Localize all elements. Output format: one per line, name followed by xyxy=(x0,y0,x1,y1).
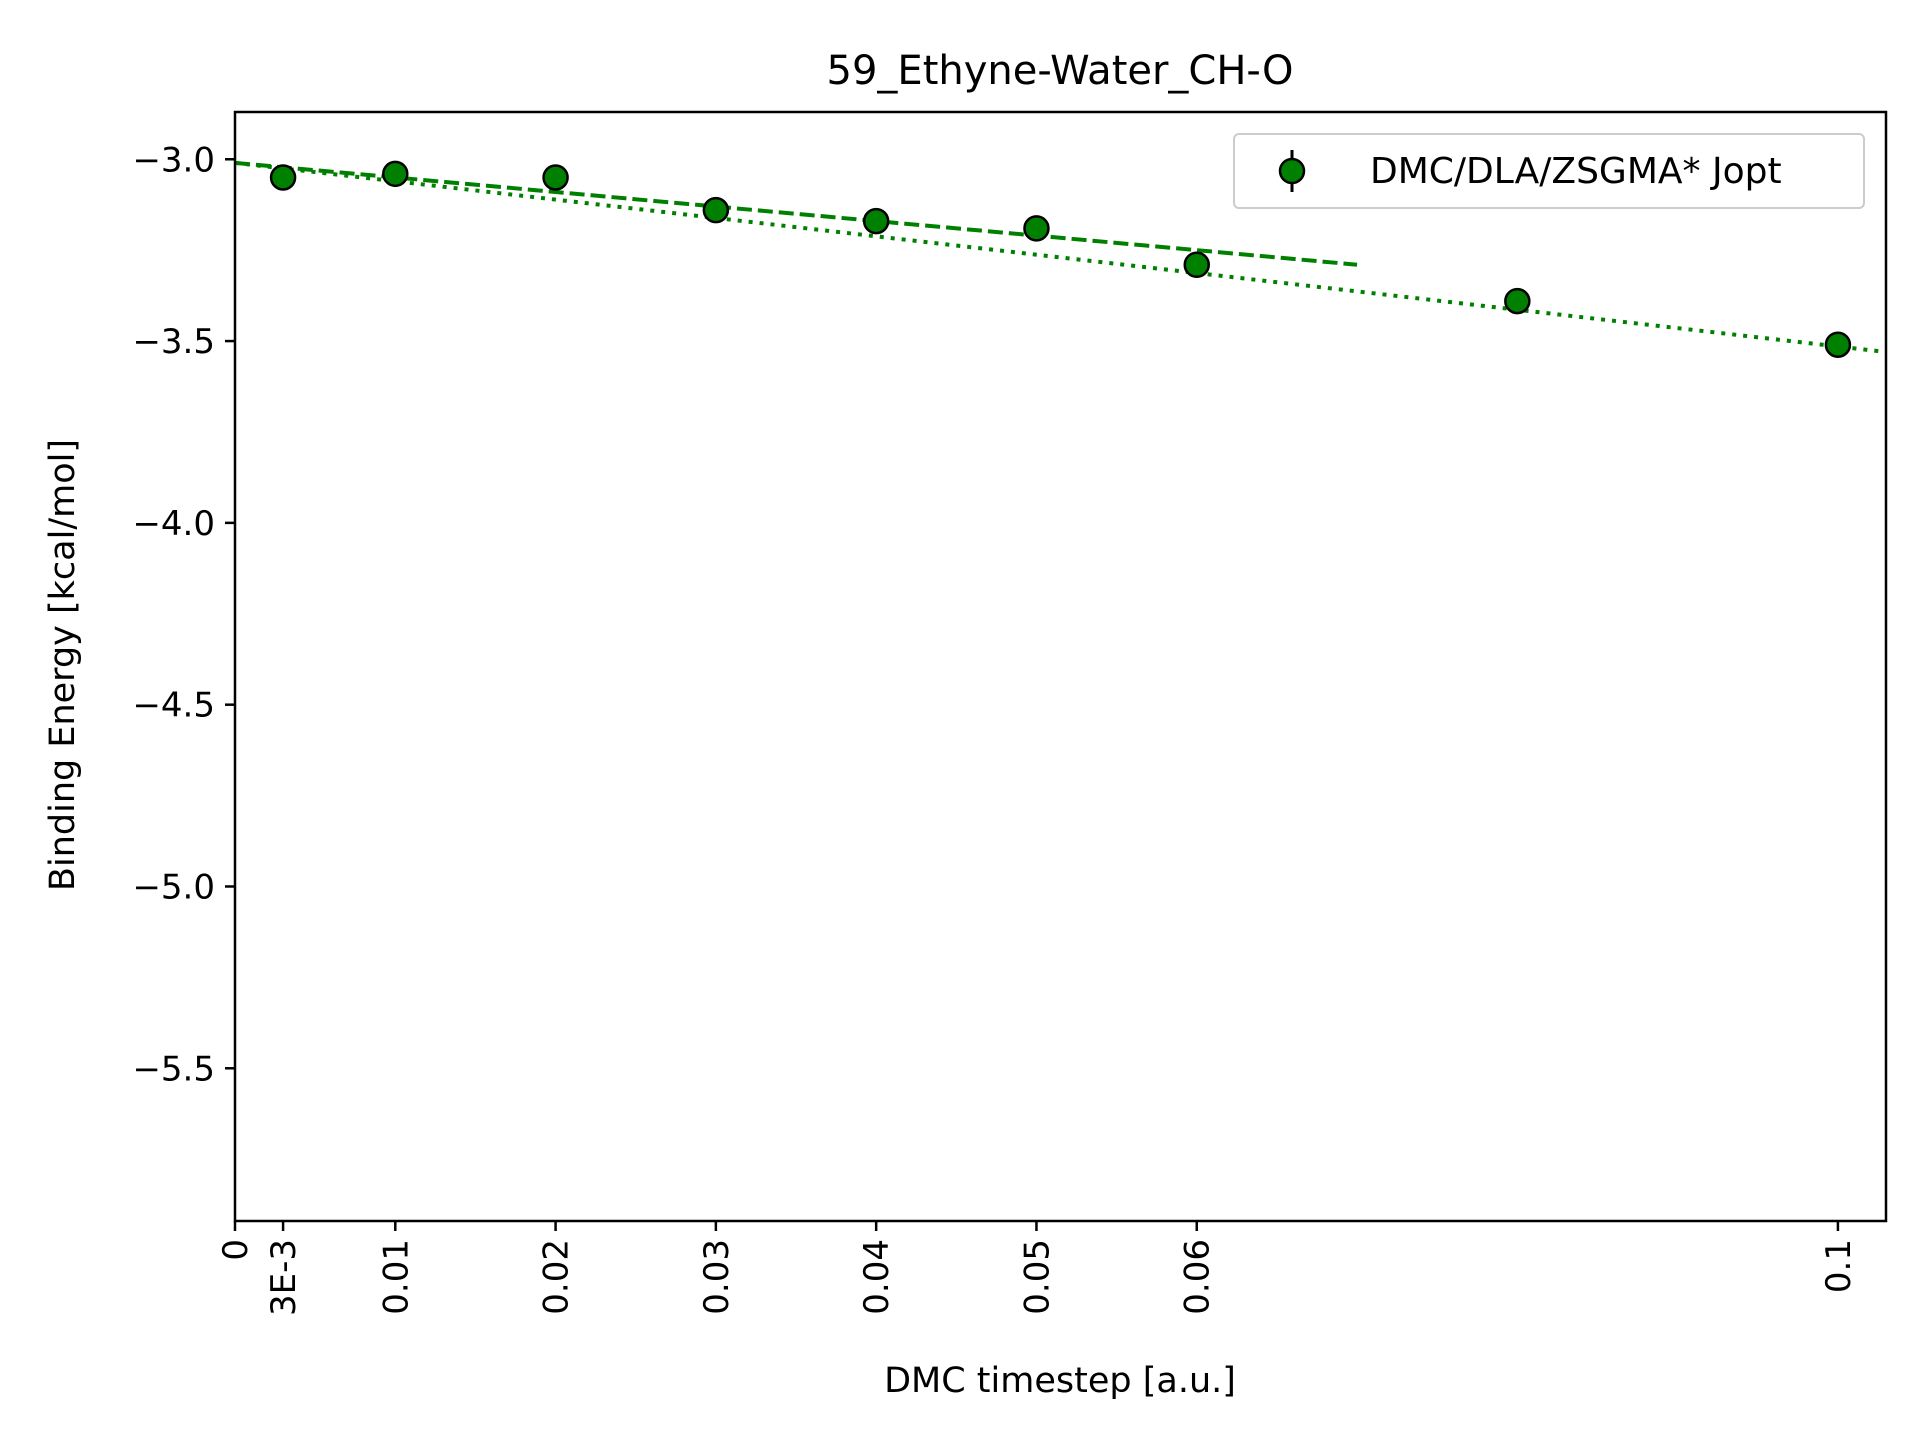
fit-line-dashed xyxy=(235,160,1358,267)
x-tick-label: 3E-3 xyxy=(264,1239,304,1316)
x-tick-label: 0.04 xyxy=(857,1239,897,1315)
data-point xyxy=(1023,215,1050,242)
data-point xyxy=(1504,287,1531,315)
y-tick-label: −5.5 xyxy=(132,1049,215,1089)
marks-layer xyxy=(235,160,1886,358)
x-tick-label: 0.1 xyxy=(1819,1239,1859,1293)
fit-line-dotted xyxy=(235,160,1886,354)
data-point xyxy=(269,164,297,191)
x-tick-label: 0 xyxy=(216,1239,256,1261)
legend-box xyxy=(1233,133,1865,209)
chart-title: 59_Ethyne-Water_CH-O xyxy=(827,48,1294,94)
y-tick-label: −3.5 xyxy=(132,322,215,362)
data-point xyxy=(382,160,409,188)
legend-label: DMC/DLA/ZSGMA* Jopt xyxy=(1370,151,1782,192)
x-axis-label: DMC timestep [a.u.] xyxy=(884,1361,1236,1401)
x-tick-label: 0.03 xyxy=(697,1239,737,1315)
data-point xyxy=(542,164,569,191)
legend-marker xyxy=(1278,157,1306,185)
x-tick-label: 0.01 xyxy=(376,1239,416,1315)
y-tick-label: −4.0 xyxy=(132,504,215,544)
y-axis-label: Binding Energy [kcal/mol] xyxy=(43,439,83,891)
plot-area xyxy=(235,160,1886,358)
plot-frame xyxy=(233,110,1888,1223)
axes-layer: −3.0 −3.5 −4.0 −4.5 −5.0 −5.5 0 3E-3 0.01 0.02 0.0… xyxy=(132,110,1888,1316)
legend: DMC/DLA/ZSGMA* Jopt xyxy=(1233,133,1865,209)
y-tick-label: −3.0 xyxy=(132,140,215,180)
data-point xyxy=(702,196,730,224)
y-tick-label: −5.0 xyxy=(132,867,215,907)
y-tick-label: −4.5 xyxy=(132,686,215,726)
data-point xyxy=(1183,251,1210,278)
data-point xyxy=(1824,331,1852,358)
data-point xyxy=(862,207,890,235)
x-tick-label: 0.06 xyxy=(1178,1239,1218,1315)
x-tick-label: 0.05 xyxy=(1017,1239,1057,1315)
x-tick-label: 0.02 xyxy=(537,1239,577,1315)
